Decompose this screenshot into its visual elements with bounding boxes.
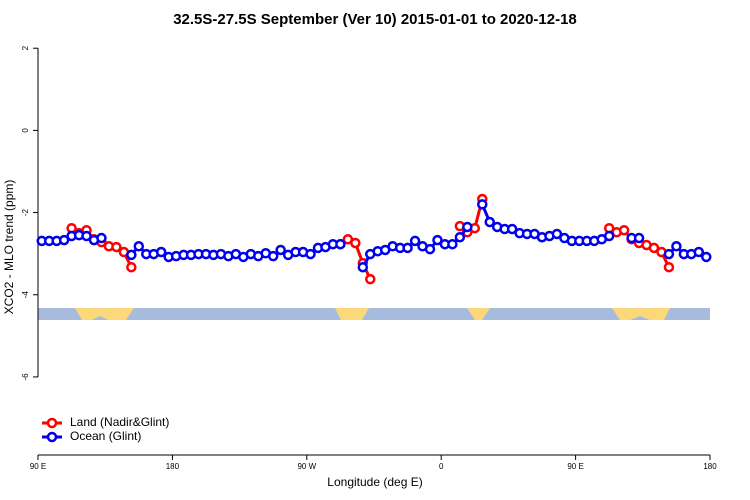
data-point (335, 238, 346, 250)
data-point (305, 248, 316, 260)
data-point (133, 241, 145, 252)
ocean-strip (38, 308, 710, 320)
y-tick-label: -4 (21, 291, 30, 299)
land-patch (467, 308, 490, 320)
y-tick-label: 0 (21, 128, 30, 133)
data-point (633, 232, 645, 244)
legend-label: Land (Nadir&Glint) (70, 415, 169, 429)
x-tick-label: 90 E (30, 462, 46, 471)
y-tick-label: -2 (21, 208, 30, 216)
legend-label: Ocean (Glint) (70, 429, 141, 443)
land-patch (612, 308, 670, 320)
data-point (402, 242, 413, 254)
data-point (618, 224, 630, 236)
data-point (126, 261, 137, 273)
data-point (663, 261, 675, 273)
y-tick-label: -6 (21, 373, 30, 381)
data-point (693, 246, 705, 258)
data-point (96, 232, 107, 244)
data-point (477, 199, 488, 210)
data-point (409, 235, 421, 247)
data-point (58, 234, 70, 246)
data-point (551, 228, 563, 240)
data-point (155, 246, 167, 258)
land-patch (335, 308, 369, 320)
data-point (462, 221, 473, 233)
data-point (126, 249, 137, 261)
data-point (357, 261, 369, 273)
data-point (111, 241, 122, 253)
x-tick-label: 90 E (567, 462, 583, 471)
chart-title: 32.5S-27.5S September (Ver 10) 2015-01-0… (173, 11, 577, 28)
x-tick-label: 0 (439, 462, 444, 471)
y-axis-label: XCO2 - MLO trend (ppm) (2, 180, 16, 315)
data-point (365, 273, 376, 285)
data-point (267, 250, 279, 262)
data-point (81, 230, 92, 242)
data-point (671, 241, 682, 252)
data-point (663, 248, 675, 260)
data-point (275, 244, 286, 256)
data-point (447, 238, 458, 250)
legend-marker (46, 431, 58, 443)
data-point (484, 216, 495, 228)
data-point (701, 251, 712, 263)
data-point (603, 230, 615, 242)
land-patch (75, 308, 134, 320)
x-tick-label: 180 (703, 462, 717, 471)
surface-strip (38, 308, 710, 320)
data-point (648, 242, 660, 254)
data-point (432, 234, 443, 246)
x-tick-label: 90 W (297, 462, 316, 471)
x-tick-label: 180 (166, 462, 180, 471)
data-point (454, 231, 466, 243)
y-tick-label: 2 (21, 45, 30, 50)
legend: Land (Nadir&Glint) Ocean (Glint) (42, 415, 169, 443)
legend-marker (46, 417, 58, 429)
data-point (506, 223, 518, 235)
data-point (350, 237, 361, 249)
data-point (424, 243, 436, 255)
x-axis-label: Longitude (deg E) (327, 475, 422, 489)
